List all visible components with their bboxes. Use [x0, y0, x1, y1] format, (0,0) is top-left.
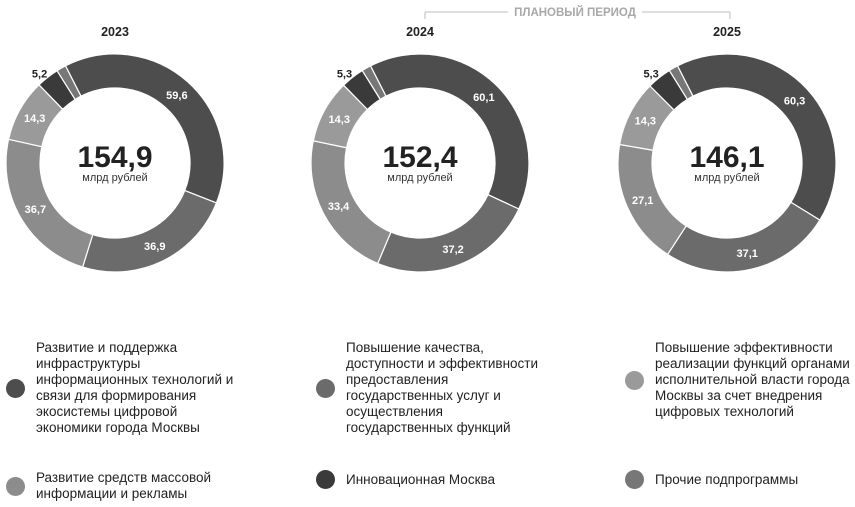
slice-value-label: 59,6 — [166, 90, 187, 102]
legend-label: Повышение качества, доступности и эффект… — [346, 340, 539, 435]
legend-swatch — [6, 476, 25, 496]
slice-value-label: 5,2 — [32, 68, 47, 80]
slice-value-label: 14,3 — [24, 113, 45, 125]
planned-period-label: ПЛАНОВЫЙ ПЕРИОД — [514, 6, 636, 19]
slice-value-label: 27,1 — [632, 195, 653, 207]
legend-swatch — [625, 370, 644, 390]
legend-swatch — [625, 470, 644, 489]
legend-swatch — [316, 378, 335, 398]
legend-swatch — [316, 470, 335, 489]
slice-value-label: 37,2 — [442, 244, 463, 256]
legend-label: Развитие и поддержка инфраструктуры инфо… — [36, 340, 234, 435]
slice-value-label: 36,9 — [144, 241, 165, 253]
donut-slice — [676, 53, 837, 221]
donut-slice — [668, 65, 694, 101]
donut-slice — [310, 140, 392, 265]
donut-slice — [361, 65, 387, 101]
legend-swatch — [6, 378, 25, 398]
donut-slice — [666, 201, 821, 273]
legend-label: Прочие подпрограммы — [655, 471, 799, 487]
chart-year-title: 2025 — [713, 25, 741, 39]
slice-value-label: 5,3 — [643, 69, 658, 81]
donut-slice — [369, 53, 530, 210]
legend-label: Повышение эффективности реализации функц… — [655, 340, 850, 419]
chart-total-value: 146,1 — [689, 141, 764, 174]
legend-item: Повышение эффективности реализации функц… — [625, 340, 855, 420]
slice-value-label: 36,7 — [25, 204, 46, 216]
slice-value-label: 14,3 — [329, 114, 350, 126]
legend-label: Инновационная Москва — [346, 471, 496, 487]
planned-period-bracket: ПЛАНОВЫЙ ПЕРИОД — [424, 6, 731, 19]
chart-total-unit: млрд рублей — [694, 172, 759, 184]
slice-value-label: 37,1 — [737, 248, 758, 260]
donut-slice — [64, 53, 225, 204]
legend-item: Развитие и поддержка инфраструктуры инфо… — [6, 340, 236, 436]
chart-year-title: 2023 — [101, 25, 129, 39]
chart-total-unit: млрд рублей — [82, 172, 147, 184]
slice-value-label: 14,3 — [635, 116, 656, 128]
slice-value-label: 5,3 — [337, 68, 352, 80]
chart-total-value: 154,9 — [77, 141, 152, 174]
slice-value-label: 60,3 — [784, 96, 805, 108]
donut-charts: ПЛАНОВЫЙ ПЕРИОД 59,6 36,9 36,7 14,3 5,2 2023 1… — [5, 6, 837, 273]
donut-slice — [81, 189, 218, 273]
slice-value-label: 60,1 — [473, 92, 494, 104]
legend-label: Развитие средств массовой информации и р… — [36, 470, 212, 501]
donut-slice — [56, 65, 82, 101]
donut-slice — [376, 193, 520, 273]
slice-value-label: 33,4 — [328, 201, 350, 213]
chart-total-unit: млрд рублей — [387, 172, 452, 184]
chart-year-title: 2024 — [406, 25, 434, 39]
chart-total-value: 152,4 — [382, 141, 457, 174]
legend-item: Развитие средств массовой информации и р… — [6, 470, 236, 502]
legend-item: Прочие подпрограммы — [625, 470, 855, 489]
legend-item: Инновационная Москва — [316, 470, 546, 489]
legend-item: Повышение качества, доступности и эффект… — [316, 340, 546, 436]
